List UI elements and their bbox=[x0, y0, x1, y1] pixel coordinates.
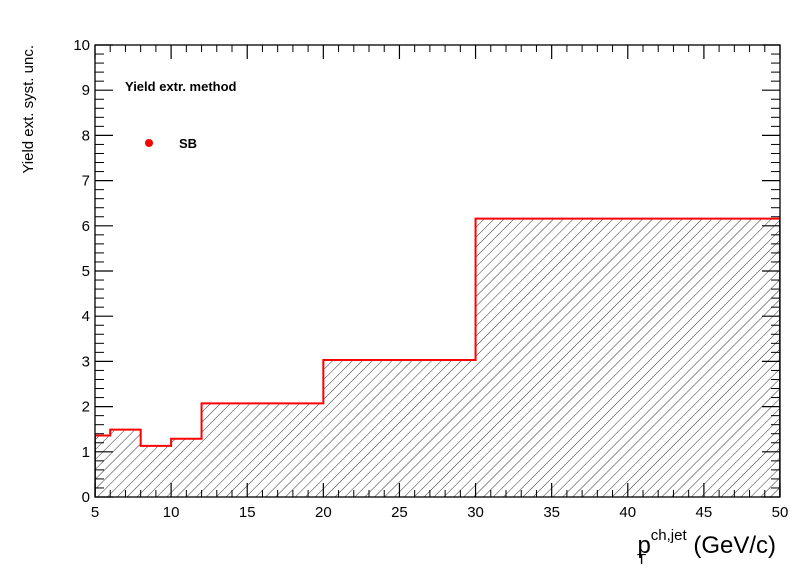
y-tick-label: 1 bbox=[82, 444, 90, 461]
y-tick-label: 5 bbox=[82, 263, 90, 280]
y-tick-label: 2 bbox=[82, 399, 90, 416]
x-tick-label: 40 bbox=[619, 504, 636, 521]
x-tick-label: 10 bbox=[163, 504, 180, 521]
histogram-bar-0 bbox=[95, 435, 111, 497]
y-tick-label: 4 bbox=[82, 308, 90, 325]
legend-entry-sb: SB bbox=[179, 136, 197, 151]
y-tick-label: 7 bbox=[82, 173, 90, 190]
x-tick-label: 45 bbox=[696, 504, 713, 521]
y-tick-label: 3 bbox=[82, 353, 90, 370]
legend: Yield extr. method SB bbox=[125, 79, 237, 151]
x-tick-label: 35 bbox=[543, 504, 560, 521]
histogram-bar-2 bbox=[140, 445, 172, 497]
histogram-area bbox=[95, 217, 780, 497]
x-tick-label: 25 bbox=[391, 504, 408, 521]
y-tick-label: 10 bbox=[73, 37, 90, 54]
legend-marker-sb bbox=[145, 139, 153, 147]
x-tick-label: 30 bbox=[467, 504, 484, 521]
x-axis-title-subscript: T bbox=[637, 551, 646, 568]
x-axis-title-superscript: ch,jet bbox=[651, 527, 688, 544]
y-tick-label: 8 bbox=[82, 127, 90, 144]
histogram-bar-1 bbox=[110, 429, 141, 497]
histogram-bar-3 bbox=[171, 438, 202, 497]
legend-header: Yield extr. method bbox=[125, 79, 237, 94]
histogram-bar-5 bbox=[323, 360, 476, 497]
histogram-outline bbox=[95, 217, 780, 497]
histogram-bar-6 bbox=[475, 218, 780, 497]
x-tick-label: 20 bbox=[315, 504, 332, 521]
x-axis-title-base: p bbox=[637, 532, 650, 559]
x-tick-label: 5 bbox=[91, 504, 99, 521]
x-axis-title: pch,jet (GeV/c) bbox=[637, 527, 776, 559]
y-tick-label: 9 bbox=[82, 82, 90, 99]
y-tick-label: 0 bbox=[82, 489, 90, 506]
x-tick-label: 15 bbox=[239, 504, 256, 521]
y-tick-label: 6 bbox=[82, 218, 90, 235]
histogram-bar-4 bbox=[201, 403, 324, 497]
x-tick-label: 50 bbox=[772, 504, 789, 521]
x-axis-title-unit: (GeV/c) bbox=[687, 532, 776, 559]
y-axis-title: Yield ext. syst. unc. bbox=[20, 45, 37, 174]
